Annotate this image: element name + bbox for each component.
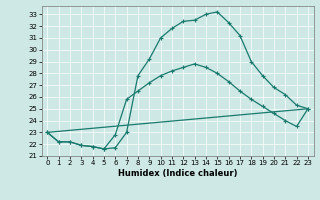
X-axis label: Humidex (Indice chaleur): Humidex (Indice chaleur) [118, 169, 237, 178]
